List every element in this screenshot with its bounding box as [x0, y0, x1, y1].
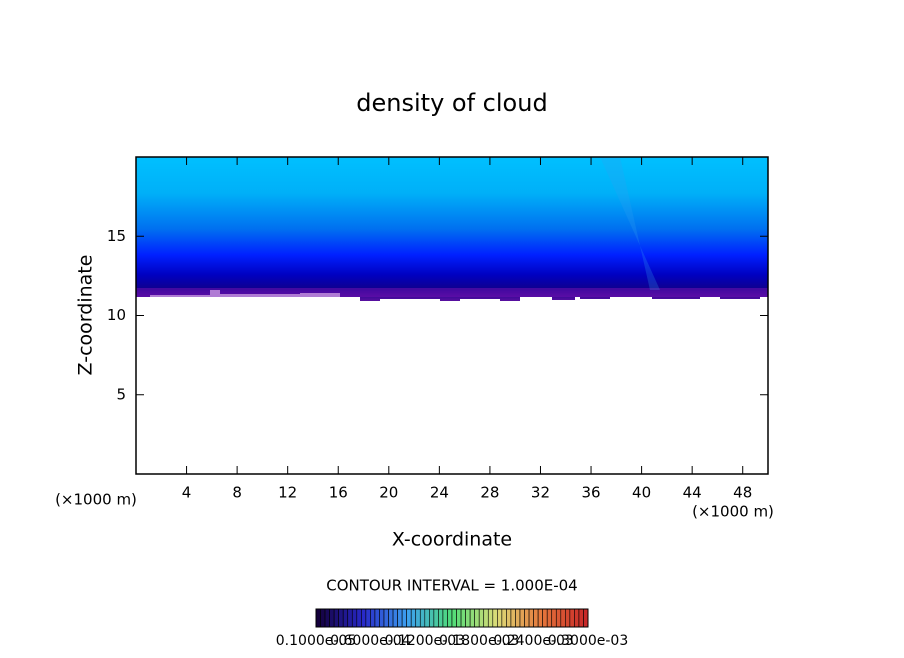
colorbar-cell — [447, 608, 453, 628]
colorbar-cell — [555, 608, 562, 628]
colorbar-cell — [519, 608, 525, 628]
colorbar-cell — [374, 608, 380, 628]
colorbar-cell — [569, 608, 575, 628]
colorbar-cell — [533, 608, 539, 628]
colorbar-cell — [347, 608, 353, 628]
y-tick-label: 5 — [116, 385, 126, 403]
colorbar-cell — [379, 608, 385, 628]
colorbar-cell — [370, 608, 376, 628]
colorbar: 0.1000e-050.6000e-040.1200e-030.1800e-03… — [276, 608, 628, 649]
colorbar-cell — [497, 608, 503, 628]
colorbar-cell — [546, 608, 553, 628]
x-tick-label: 36 — [581, 484, 600, 502]
colorbar-cell — [542, 608, 548, 628]
colorbar-cell — [474, 608, 480, 628]
colorbar-cell — [356, 608, 362, 628]
colorbar-cell — [465, 608, 471, 628]
colorbar-label: 0.1000e-05 — [276, 633, 356, 649]
y-tick-label: 10 — [107, 306, 126, 324]
colorbar-cell — [451, 608, 457, 628]
x-tick-label: 20 — [379, 484, 398, 502]
colorbar-cell — [492, 608, 498, 628]
colorbar-cell — [324, 608, 330, 628]
x-tick-label: 16 — [329, 484, 348, 502]
y-unit-label: (×1000 m) — [55, 491, 137, 509]
colorbar-cell — [483, 608, 489, 628]
colorbar-cell — [537, 608, 543, 628]
x-tick-label: 12 — [278, 484, 297, 502]
colorbar-cell — [392, 608, 398, 628]
colorbar-label: 0.2400e-03 — [493, 633, 573, 649]
colorbar-cell — [506, 608, 512, 628]
colorbar-cell — [424, 608, 430, 628]
colorbar-cell — [338, 608, 344, 628]
x-tick-label: 40 — [632, 484, 651, 502]
cloud-streak — [600, 157, 660, 290]
colorbar-cell — [574, 608, 580, 628]
colorbar-cell — [565, 608, 571, 628]
x-tick-label: 28 — [480, 484, 499, 502]
cloud-field — [136, 157, 768, 301]
x-tick-label: 24 — [430, 484, 449, 502]
x-unit-label: (×1000 m) — [692, 503, 774, 521]
x-tick-label: 32 — [531, 484, 550, 502]
colorbar-cell — [419, 608, 426, 628]
colorbar-cell — [433, 608, 439, 628]
colorbar-cell — [383, 608, 389, 628]
colorbar-cell — [415, 608, 421, 628]
colorbar-cell — [487, 608, 494, 628]
contour-interval: CONTOUR INTERVAL = 1.000E-04 — [326, 577, 577, 595]
x-tick-label: 8 — [232, 484, 242, 502]
colorbar-cell — [515, 608, 521, 628]
colorbar-cell — [460, 608, 466, 628]
x-tick-label: 44 — [683, 484, 702, 502]
chart-title: density of cloud — [356, 89, 547, 117]
colorbar-label: 0.1800e-03 — [439, 633, 519, 649]
colorbar-cell — [410, 608, 417, 628]
colorbar-cell — [528, 608, 534, 628]
y-tick-label: 15 — [107, 227, 126, 245]
colorbar-label: 0.1200e-03 — [385, 633, 465, 649]
colorbar-cell — [478, 608, 485, 628]
colorbar-cell — [333, 608, 339, 628]
colorbar-cell — [578, 608, 584, 628]
x-tick-label: 48 — [733, 484, 752, 502]
colorbar-frame — [315, 608, 589, 628]
colorbar-cell — [365, 608, 371, 628]
colorbar-cell — [429, 608, 435, 628]
colorbar-cell — [406, 608, 412, 628]
colorbar-cell — [469, 608, 475, 628]
cloud-fill — [136, 157, 768, 301]
x-axis-label: X-coordinate — [392, 529, 512, 551]
colorbar-label: 0.6000e-04 — [330, 633, 411, 649]
cloud-base-band — [136, 288, 768, 297]
colorbar-cell — [456, 608, 462, 628]
colorbar-cell — [342, 608, 349, 628]
colorbar-cell — [351, 608, 358, 628]
colorbar-cell — [397, 608, 403, 628]
y-axis-label: Z-coordinate — [75, 255, 97, 376]
colorbar-cell — [551, 608, 557, 628]
colorbar-cell — [524, 608, 530, 628]
colorbar-cell — [501, 608, 507, 628]
colorbar-label: 0.3000e-03 — [548, 633, 628, 649]
colorbar-cell — [583, 608, 589, 628]
colorbar-cell — [510, 608, 516, 628]
colorbar-cell — [361, 608, 367, 628]
colorbar-cell — [329, 608, 335, 628]
colorbar-cell — [560, 608, 566, 628]
colorbar-cell — [401, 608, 407, 628]
colorbar-cell — [388, 608, 394, 628]
colorbar-cell — [438, 608, 444, 628]
colorbar-cell — [320, 608, 326, 628]
colorbar-cell — [315, 608, 321, 628]
x-tick-label: 4 — [182, 484, 192, 502]
colorbar-cell — [442, 608, 448, 628]
